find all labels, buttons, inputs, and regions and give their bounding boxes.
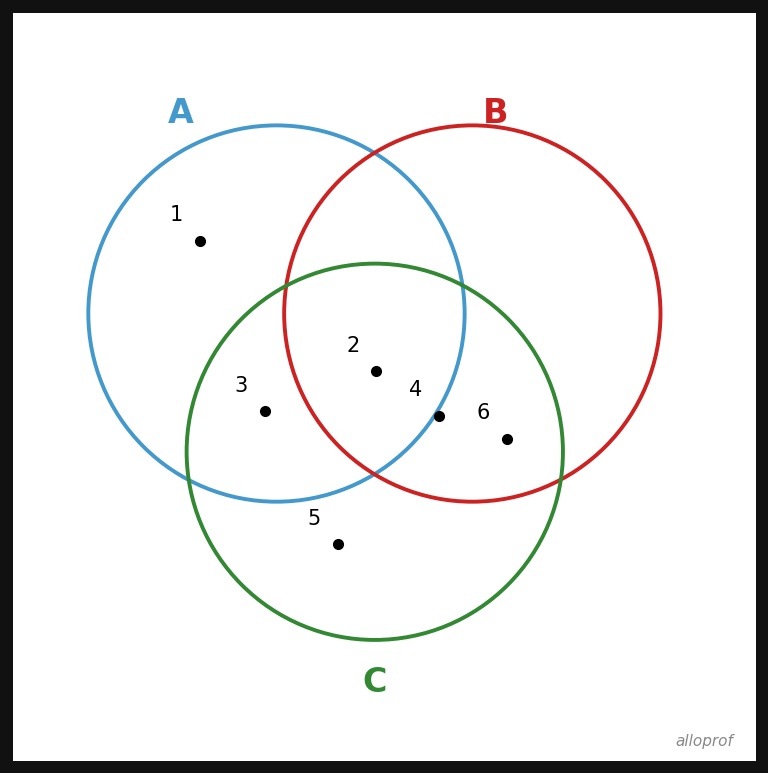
Text: alloprof: alloprof (676, 734, 733, 749)
Text: 4: 4 (409, 380, 422, 400)
Text: 1: 1 (170, 205, 183, 225)
Text: 6: 6 (477, 404, 490, 424)
Text: 5: 5 (308, 509, 321, 529)
Text: A: A (167, 97, 194, 131)
Text: 2: 2 (346, 335, 359, 356)
Text: B: B (482, 97, 508, 131)
Text: 3: 3 (235, 376, 248, 396)
Text: C: C (362, 666, 387, 699)
